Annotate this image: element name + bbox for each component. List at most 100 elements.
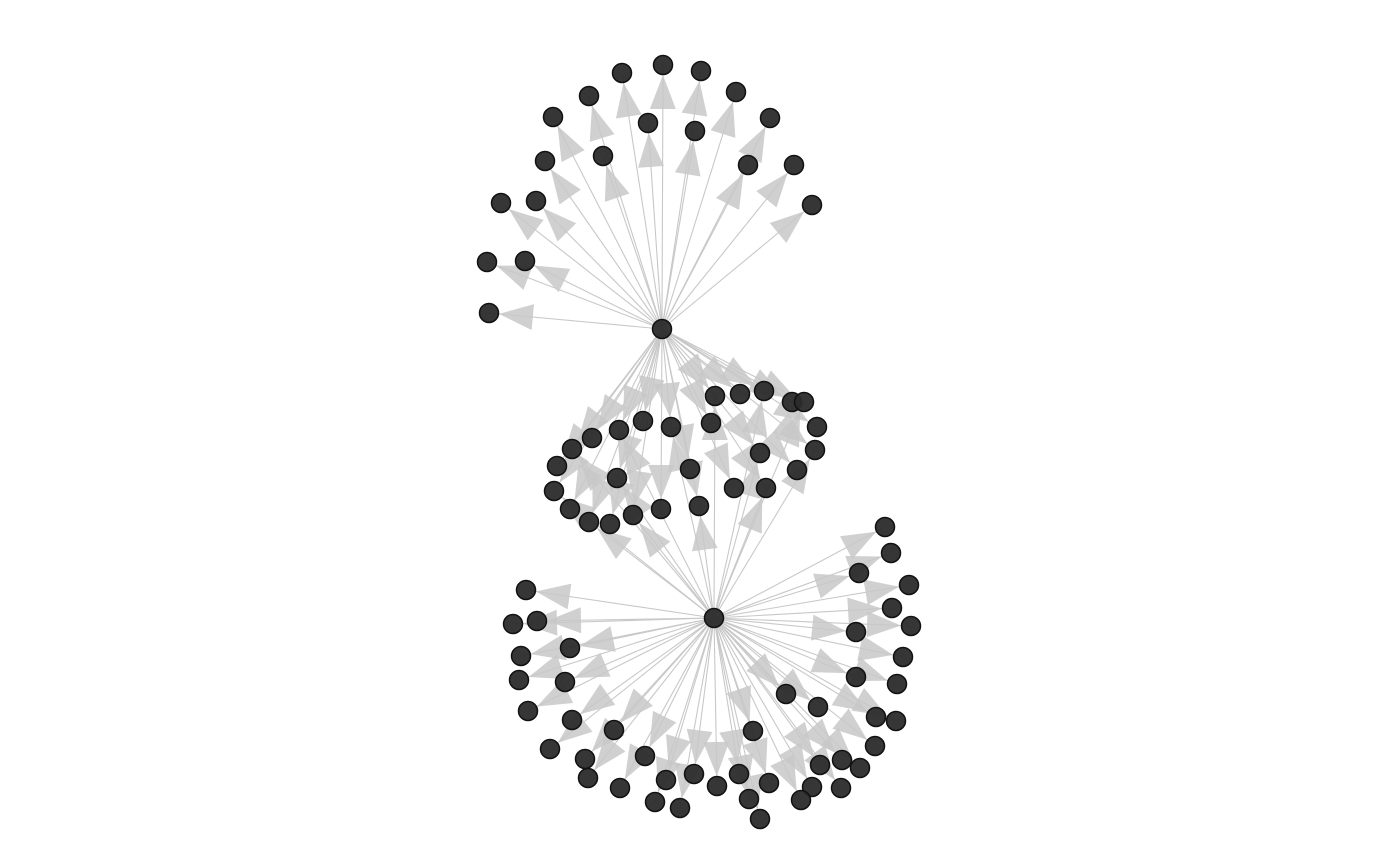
leaf-node [801,194,823,216]
arrowhead [597,393,627,430]
arrowhead [691,515,718,552]
leaf-node [561,709,583,731]
arrowhead [578,456,611,492]
leaf-node [539,738,561,760]
arrowhead [639,522,671,558]
leaf-node [758,772,780,794]
middle-node [786,459,808,481]
arrowhead [686,728,713,765]
arrowhead [726,685,751,722]
arrowhead [832,708,868,740]
leaf-node [514,250,536,272]
middle-node [581,427,603,449]
leaf-node [885,710,907,732]
arrowhead [550,169,581,205]
leaf-node [845,621,867,643]
middle-node [608,419,630,441]
middle-node [546,455,568,477]
leaf-node [790,789,812,811]
arrowhead [810,648,847,674]
middle-node [559,498,581,520]
leaf-node [801,776,823,798]
arrowhead [649,710,677,748]
middle-node [793,391,815,413]
leaf-node [849,757,871,779]
middle-node [660,416,682,438]
arrowhead [535,583,572,610]
arrowhead [847,597,883,624]
leaf-node [775,683,797,705]
arrowhead [719,728,745,765]
leaf-node [728,763,750,785]
leaf-node [603,719,625,741]
arrowhead [802,718,836,753]
arrowhead [813,573,850,599]
middle-node [749,442,771,464]
arrowhead [746,653,780,687]
leaf-node [749,808,771,830]
leaf-node [515,579,537,601]
leaf-node [886,673,908,695]
leaf-node [611,62,633,84]
leaf-node [652,54,674,76]
arrowhead [648,464,675,500]
arrowhead [543,208,577,242]
arrowhead [596,528,632,560]
arrowhead [674,140,701,177]
leaf-node [508,669,530,691]
arrowhead [857,635,894,661]
arrowhead [589,105,615,142]
arrowhead [863,579,900,606]
leaf-node [759,107,781,129]
arrowhead-layer [496,74,902,810]
middle-node [622,504,644,526]
leaf-node [637,112,659,134]
arrowhead [866,611,902,638]
leaf-node [517,700,539,722]
arrowhead [737,497,763,534]
arrowhead [574,652,611,679]
arrowhead [742,737,768,774]
leaf-node [865,706,887,728]
leaf-node [898,574,920,596]
leaf-node [864,735,886,757]
arrowhead [769,211,805,244]
arrowhead [604,165,630,202]
leaf-node [490,192,512,214]
arrowhead [530,634,567,661]
leaf-node [809,754,831,776]
leaf-node [577,767,599,789]
node-layer [476,54,922,830]
middle-node [723,477,745,499]
arrowhead [654,381,680,418]
arrowhead [710,101,736,138]
arrowhead [840,531,877,560]
arrowhead [716,173,744,211]
middle-node [729,383,751,405]
middle-node [650,498,672,520]
hub-node-top [651,318,673,340]
leaf-node [783,154,805,176]
arrowhead [810,614,847,641]
leaf-node [830,777,852,799]
leaf-node [684,120,706,142]
leaf-node [644,791,666,813]
leaf-node [892,646,914,668]
arrowhead [557,125,585,163]
leaf-node [634,745,656,767]
arrowhead [703,741,730,777]
leaf-node [738,788,760,810]
middle-node [755,477,777,499]
leaf-node [807,696,829,718]
leaf-node [669,797,691,819]
middle-node [806,416,828,438]
leaf-node [725,81,747,103]
arrowhead [738,126,766,164]
arrowhead [579,626,616,652]
arrowhead [546,607,582,634]
arrowhead [741,400,768,437]
leaf-node [737,154,759,176]
middle-node [700,412,722,434]
leaf-node [848,562,870,584]
